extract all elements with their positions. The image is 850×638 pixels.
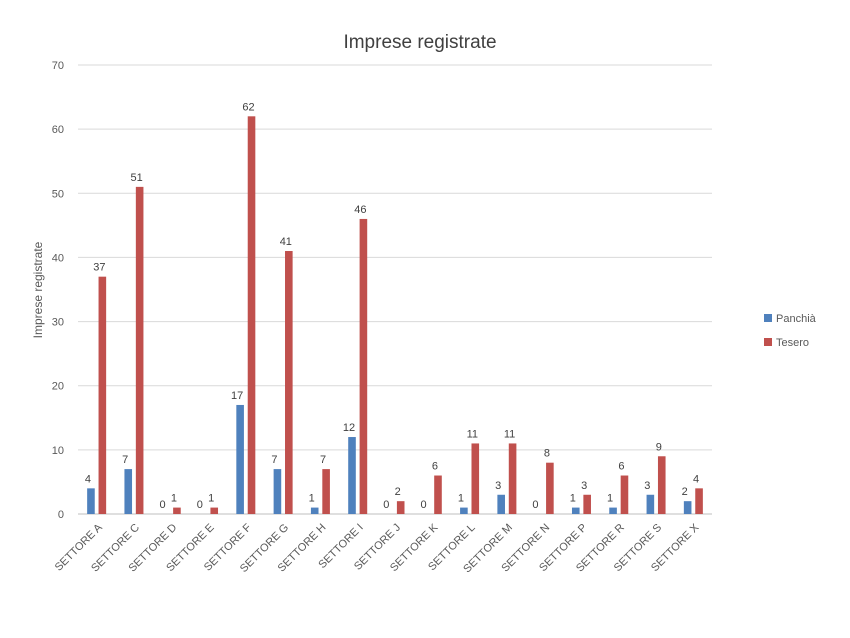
bar-panchia-0 (87, 488, 95, 514)
y-axis-title: Imprese registrate (31, 241, 45, 338)
data-label: 2 (395, 486, 401, 498)
data-label: 3 (581, 480, 587, 492)
bar-tesero-14 (620, 475, 629, 514)
bar-tesero-8 (396, 501, 405, 514)
data-label: 0 (159, 499, 165, 511)
bar-tesero-16 (695, 488, 703, 514)
y-tick-label: 40 (52, 252, 64, 264)
data-label: 12 (343, 422, 355, 434)
data-label: 7 (320, 454, 326, 466)
data-label: 17 (231, 390, 243, 402)
bar-panchia-13 (571, 507, 580, 514)
data-label: 1 (458, 493, 464, 505)
data-label: 1 (570, 493, 576, 505)
data-labels: 4377510101176274117124602061113110813163… (85, 101, 699, 511)
legend-swatch-panchia (764, 314, 772, 322)
data-label: 41 (280, 236, 292, 248)
data-label: 4 (85, 473, 91, 485)
y-tick-label: 20 (52, 381, 64, 393)
data-label: 1 (171, 493, 177, 505)
data-label: 7 (122, 454, 128, 466)
data-label: 11 (467, 428, 478, 440)
legend: Panchià Tesero (764, 313, 817, 349)
data-label: 46 (354, 204, 366, 216)
bar-tesero-10 (471, 443, 480, 514)
bar-tesero-5 (285, 251, 293, 514)
data-label: 9 (656, 441, 662, 453)
bar-panchia-14 (609, 507, 617, 514)
bar-tesero-11 (508, 443, 517, 514)
data-label: 1 (208, 493, 214, 505)
bar-tesero-0 (98, 276, 107, 514)
legend-label-panchia: Panchià (776, 313, 817, 325)
data-label: 8 (544, 448, 550, 460)
bar-panchia-5 (273, 469, 282, 514)
legend-swatch-tesero (764, 338, 772, 346)
data-label: 37 (93, 262, 105, 274)
bar-panchia-16 (683, 501, 692, 514)
data-label: 0 (197, 499, 203, 511)
bar-panchia-10 (460, 507, 468, 514)
data-label: 3 (644, 480, 650, 492)
data-label: 51 (131, 172, 143, 184)
y-tick-label: 10 (52, 445, 64, 457)
bar-tesero-4 (247, 116, 256, 515)
y-tick-label: 50 (52, 188, 64, 200)
data-label: 6 (432, 461, 438, 473)
bar-tesero-6 (322, 469, 330, 514)
data-label: 0 (532, 499, 538, 511)
bar-panchia-15 (646, 494, 655, 514)
legend-label-tesero: Tesero (776, 337, 809, 349)
data-label: 11 (504, 428, 515, 440)
bar-tesero-13 (583, 494, 591, 514)
bar-tesero-7 (359, 218, 368, 514)
bar-panchia-4 (236, 404, 244, 514)
data-label: 0 (421, 499, 427, 511)
data-label: 1 (607, 493, 613, 505)
data-label: 0 (383, 499, 389, 511)
bar-tesero-1 (135, 186, 144, 514)
gridlines (78, 64, 712, 515)
bar-tesero-3 (210, 507, 219, 514)
bar-panchia-6 (310, 507, 319, 514)
y-tick-label: 0 (58, 509, 64, 521)
data-label: 1 (309, 493, 315, 505)
bar-tesero-15 (657, 456, 666, 514)
bars (87, 116, 703, 515)
bar-panchia-7 (348, 437, 356, 514)
data-label: 3 (495, 480, 501, 492)
data-label: 4 (693, 473, 699, 485)
data-label: 6 (618, 461, 624, 473)
chart-title: Imprese registrate (343, 32, 496, 53)
bar-panchia-11 (497, 494, 505, 514)
y-tick-label: 30 (52, 317, 64, 329)
y-axis-ticks: 0 10 20 30 40 50 60 70 (52, 60, 64, 521)
data-label: 7 (271, 454, 277, 466)
y-tick-label: 70 (52, 60, 64, 72)
bar-tesero-9 (434, 475, 442, 514)
data-label: 2 (682, 486, 688, 498)
bar-tesero-12 (546, 462, 554, 514)
bar-tesero-2 (173, 507, 181, 514)
bar-panchia-1 (124, 469, 133, 514)
data-label: 62 (242, 101, 254, 113)
y-tick-label: 60 (52, 124, 64, 136)
